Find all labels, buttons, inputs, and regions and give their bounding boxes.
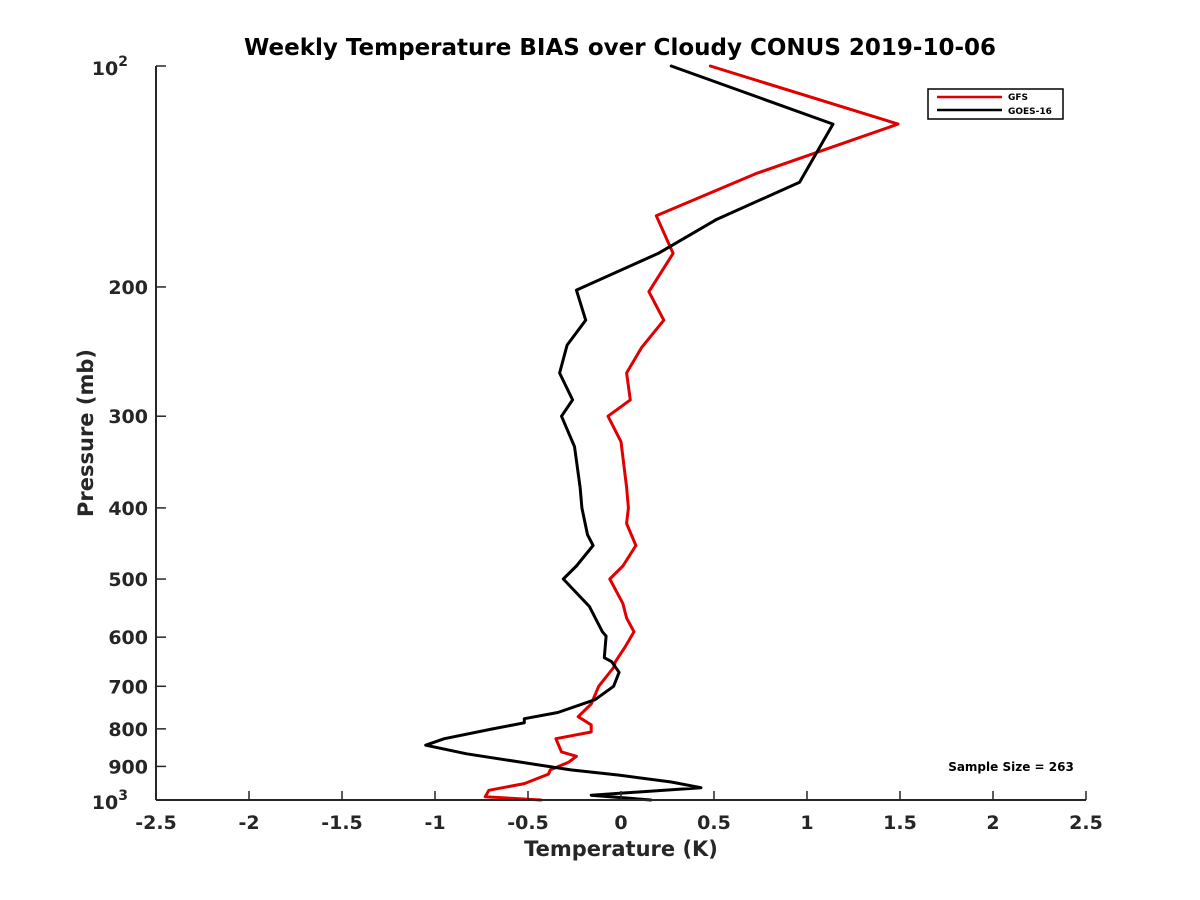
x-tick-label: -2.5 [135, 812, 177, 834]
x-tick-label: -1 [424, 812, 445, 834]
x-tick-label: 2.5 [1069, 812, 1103, 834]
x-tick-label: 0 [614, 812, 627, 834]
x-axis-title: Temperature (K) [524, 837, 718, 861]
y-tick-label: 900 [108, 756, 148, 778]
sample-size-annotation: Sample Size = 263 [948, 760, 1074, 774]
y-tick-label: 200 [108, 277, 148, 299]
y-tick-label-top: 102 [92, 54, 128, 80]
y-ticks: 200 300 400 500 600 700 800 900 [108, 65, 166, 801]
y-tick-label: 300 [108, 406, 148, 428]
legend-label-goes16: GOES-16 [1008, 107, 1052, 117]
x-tick-label: 1 [800, 812, 813, 834]
x-tick-label: -2 [238, 812, 259, 834]
x-tick-label: -0.5 [507, 812, 549, 834]
x-tick-label: 1.5 [883, 812, 917, 834]
y-tick-label-bottom: 103 [92, 788, 128, 814]
y-tick-label: 500 [108, 569, 148, 591]
y-tick-label: 800 [108, 719, 148, 741]
series-layer [424, 64, 900, 802]
y-tick-label: 600 [108, 627, 148, 649]
legend: GFS GOES-16 [927, 88, 1064, 120]
series-line-gfs [483, 64, 900, 802]
x-tick-label: -1.5 [321, 812, 363, 834]
x-tick-label: 2 [986, 812, 999, 834]
y-axis-title: Pressure (mb) [74, 349, 98, 517]
x-ticks: -2.5 -2 -1.5 -1 -0.5 0 0.5 1 1.5 2 2.5 [135, 791, 1103, 834]
chart-title: Weekly Temperature BIAS over Cloudy CONU… [244, 35, 996, 61]
legend-label-gfs: GFS [1008, 93, 1028, 103]
y-tick-label: 700 [108, 676, 148, 698]
legend-box [927, 88, 1064, 120]
x-tick-label: 0.5 [697, 812, 731, 834]
series-line-goes16 [424, 64, 835, 802]
y-tick-label: 400 [108, 498, 148, 520]
